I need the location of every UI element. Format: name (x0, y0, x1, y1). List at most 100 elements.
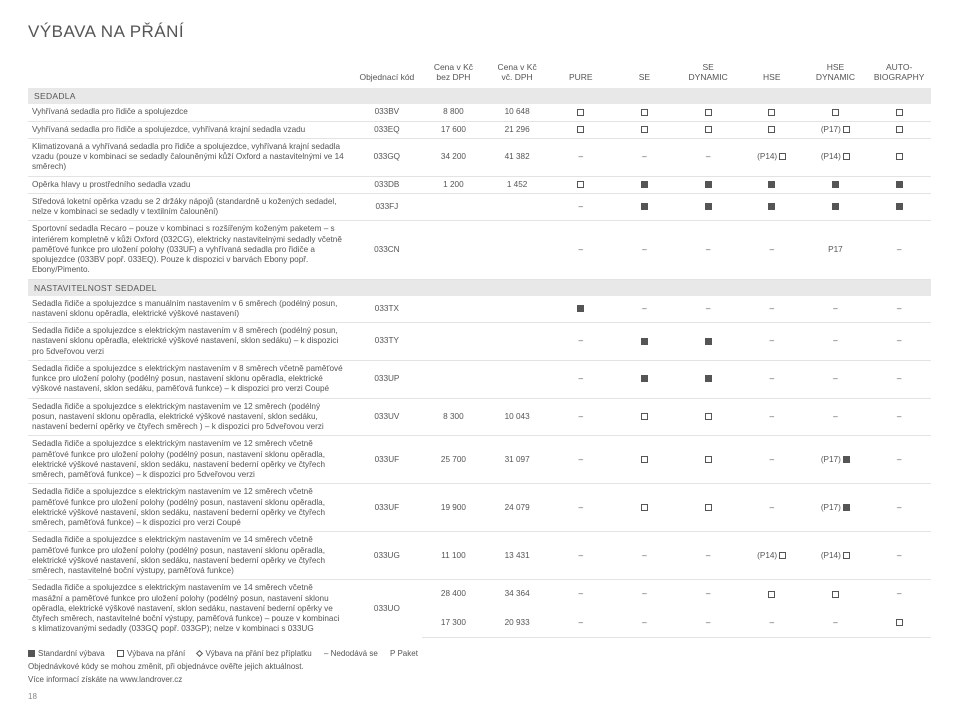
cell-desc: Sedadla řidiče a spolujezdce s manuálním… (28, 296, 352, 323)
table-header: Objednací kód Cena v Kčbez DPH Cena v Kč… (28, 60, 931, 88)
cell-trim: (P14) (740, 532, 804, 580)
cell-trim: – (804, 360, 868, 398)
table-row: Klimatizovaná a vyhřívaná sedadla pro ři… (28, 138, 931, 176)
table-row: Sedadla řidiče a spolujezdce s manuálním… (28, 296, 931, 323)
cell-code: 033BV (352, 104, 421, 121)
cell-price-ex: 28 400 (422, 580, 486, 609)
table-row: Sedadla řidiče a spolujezdce s elektrick… (28, 360, 931, 398)
cell-trim (740, 104, 804, 121)
cell-trim (676, 121, 740, 138)
cell-trim: – (613, 221, 677, 279)
cell-price-inc (485, 296, 549, 323)
cell-code: 033UV (352, 398, 421, 436)
cell-price-inc (485, 323, 549, 361)
cell-trim: – (867, 436, 931, 484)
cell-code: 033CN (352, 221, 421, 279)
cell-trim: – (676, 296, 740, 323)
table-row: Sedadla řidiče a spolujezdce s elektrick… (28, 398, 931, 436)
footnote-2: Více informací získáte na www.landrover.… (28, 675, 931, 684)
cell-trim: – (740, 323, 804, 361)
cell-trim (676, 323, 740, 361)
cell-trim: (P17) (804, 484, 868, 532)
cell-trim: (P14) (804, 532, 868, 580)
cell-trim: – (867, 484, 931, 532)
cell-price-ex: 25 700 (422, 436, 486, 484)
cell-code: 033GQ (352, 138, 421, 176)
cell-trim: – (867, 398, 931, 436)
cell-trim (549, 176, 613, 193)
cell-price-inc: 24 079 (485, 484, 549, 532)
cell-trim: – (867, 360, 931, 398)
cell-trim (613, 436, 677, 484)
header-desc (28, 60, 352, 88)
cell-trim (676, 398, 740, 436)
section-header: NASTAVITELNOST SEDADEL (28, 279, 931, 296)
legend-dash: – Nedodává se (324, 649, 378, 658)
cell-price-ex: 17 600 (422, 121, 486, 138)
cell-trim: P17 (804, 221, 868, 279)
cell-price-inc: 1 452 (485, 176, 549, 193)
table-body: SEDADLAVyhřívaná sedadla pro řidiče a sp… (28, 88, 931, 637)
cell-price-inc (485, 360, 549, 398)
cell-trim (867, 138, 931, 176)
cell-trim (740, 121, 804, 138)
table-row: Vyhřívaná sedadla pro řidiče a spolujezd… (28, 104, 931, 121)
cell-trim: (P17) (804, 436, 868, 484)
cell-trim: – (867, 532, 931, 580)
cell-trim: – (804, 296, 868, 323)
cell-trim: – (676, 609, 740, 638)
cell-desc: Středová loketní opěrka vzadu se 2 držák… (28, 193, 352, 221)
cell-trim (740, 176, 804, 193)
cell-code: 033UF (352, 436, 421, 484)
cell-trim: – (549, 398, 613, 436)
cell-trim: – (867, 580, 931, 609)
cell-trim (613, 323, 677, 361)
cell-trim: – (676, 532, 740, 580)
options-table: Objednací kód Cena v Kčbez DPH Cena v Kč… (28, 60, 931, 638)
cell-trim: – (613, 580, 677, 609)
table-row: Sedadla řidiče a spolujezdce s elektrick… (28, 484, 931, 532)
cell-price-inc: 41 382 (485, 138, 549, 176)
cell-price-inc: 34 364 (485, 580, 549, 609)
header-trim-5: AUTO-BIOGRAPHY (867, 60, 931, 88)
cell-trim: – (549, 193, 613, 221)
cell-price-ex: 19 900 (422, 484, 486, 532)
cell-trim (867, 193, 931, 221)
cell-trim: (P14) (740, 138, 804, 176)
table-row: Sportovní sedadla Recaro – pouze v kombi… (28, 221, 931, 279)
header-trim-1: SE (613, 60, 677, 88)
cell-code: 033UF (352, 484, 421, 532)
table-row: Sedadla řidiče a spolujezdce s elektrick… (28, 323, 931, 361)
legend-opt: Výbava na přání (117, 649, 185, 658)
cell-trim: – (867, 296, 931, 323)
cell-trim (613, 398, 677, 436)
cell-price-ex: 17 300 (422, 609, 486, 638)
cell-price-ex (422, 323, 486, 361)
cell-trim: – (613, 138, 677, 176)
cell-price-inc (485, 193, 549, 221)
cell-price-ex: 1 200 (422, 176, 486, 193)
cell-trim (613, 176, 677, 193)
cell-trim: – (613, 532, 677, 580)
cell-trim: – (867, 323, 931, 361)
table-row: Vyhřívaná sedadla pro řidiče a spolujezd… (28, 121, 931, 138)
table-row: Středová loketní opěrka vzadu se 2 držák… (28, 193, 931, 221)
cell-trim: – (549, 138, 613, 176)
cell-desc: Sedadla řidiče a spolujezdce s elektrick… (28, 323, 352, 361)
cell-code: 033EQ (352, 121, 421, 138)
cell-price-ex: 11 100 (422, 532, 486, 580)
cell-trim (804, 580, 868, 609)
cell-price-ex: 8 800 (422, 104, 486, 121)
cell-trim: – (804, 323, 868, 361)
cell-trim (804, 193, 868, 221)
cell-desc: Vyhřívaná sedadla pro řidiče a spolujezd… (28, 104, 352, 121)
cell-trim (549, 296, 613, 323)
cell-desc: Vyhřívaná sedadla pro řidiče a spolujezd… (28, 121, 352, 138)
cell-code: 033UO (352, 580, 421, 638)
cell-trim (676, 176, 740, 193)
cell-desc: Opěrka hlavy u prostředního sedadla vzad… (28, 176, 352, 193)
header-price-inc: Cena v Kčvč. DPH (485, 60, 549, 88)
cell-price-ex: 34 200 (422, 138, 486, 176)
cell-code: 033DB (352, 176, 421, 193)
cell-code: 033TX (352, 296, 421, 323)
